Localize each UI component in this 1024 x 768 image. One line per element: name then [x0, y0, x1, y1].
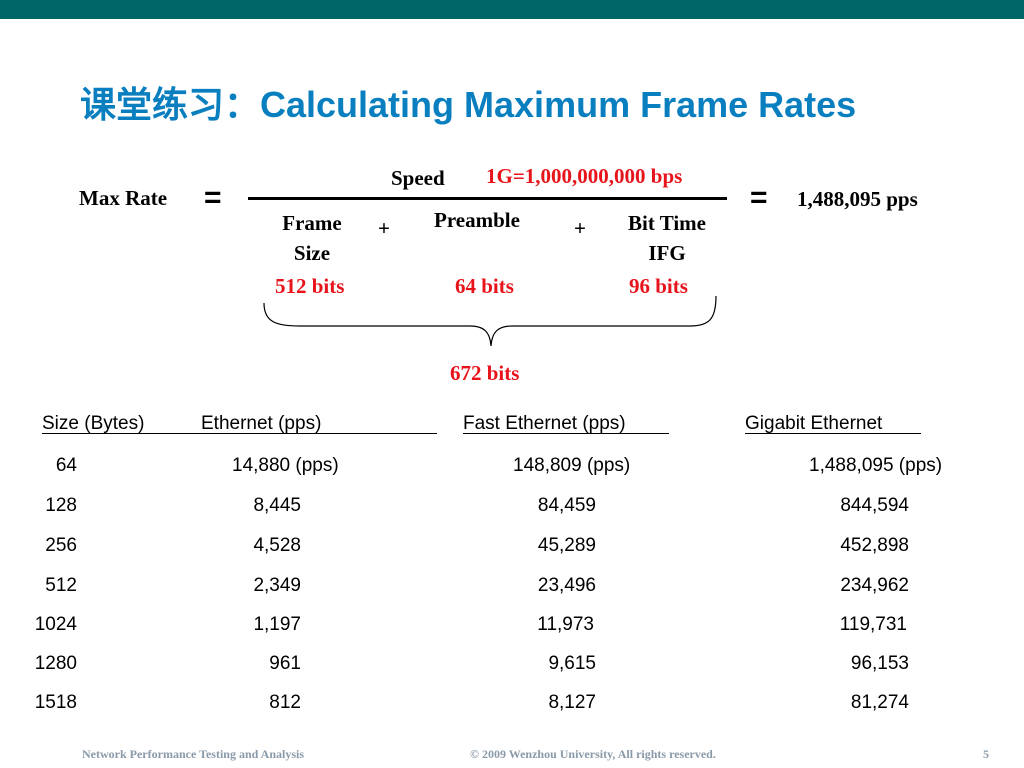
- table-cell-fast-ethernet: 11,973: [537, 614, 594, 635]
- table-cell-gigabit: 81,274: [850, 692, 909, 713]
- table-cell-ethernet: 8,445: [253, 495, 301, 516]
- frame-size-bits: 512 bits: [275, 274, 345, 298]
- table-cell-gigabit: 844,594: [840, 495, 909, 516]
- header-underline-gigabit: [745, 433, 921, 434]
- table-cell-fast-ethernet: 84,459: [537, 495, 596, 516]
- table-cell-ethernet: 961: [269, 653, 301, 674]
- table-cell-ethernet: 812: [269, 692, 301, 713]
- header-gigabit-ethernet: Gigabit Ethernet: [745, 413, 883, 434]
- table-cell-gigabit: 119,731: [839, 614, 907, 635]
- curly-brace: [263, 295, 717, 347]
- table-cell-size: 128: [45, 495, 77, 516]
- total-bits: 672 bits: [450, 361, 520, 385]
- table-cell-size: 256: [45, 535, 77, 556]
- table-cell-ethernet: 2,349: [253, 575, 301, 596]
- table-cell-size: 64: [55, 455, 77, 476]
- slide-title: 课堂练习：Calculating Maximum Frame Rates: [80, 84, 857, 125]
- preamble-bits: 64 bits: [455, 274, 514, 298]
- ifg-bits: 96 bits: [629, 274, 688, 298]
- frame-size-label: Frame Size: [282, 211, 342, 265]
- table-cell-size: 512: [45, 575, 77, 596]
- table-cell-ethernet: 1,197: [253, 614, 301, 635]
- footer-copyright: © 2009 Wenzhou University, All rights re…: [470, 747, 716, 761]
- table-cell-fast-ethernet: 23,496: [537, 575, 596, 596]
- header-underline-fast: [463, 433, 669, 434]
- max-rate-label: Max Rate: [79, 186, 168, 210]
- header-underline-left: [42, 433, 437, 434]
- table-cell-size: 1280: [34, 653, 77, 674]
- fraction-line: [248, 197, 727, 200]
- equals-sign-right: =: [750, 181, 768, 214]
- table-cell-ethernet: 4,528: [253, 535, 301, 556]
- result-value: 1,488,095 pps: [797, 187, 918, 211]
- table-cell-size: 1518: [34, 692, 77, 713]
- footer-course-name: Network Performance Testing and Analysis: [82, 747, 304, 761]
- table-cell-fast-ethernet: 9,615: [548, 653, 596, 674]
- table-cell-ethernet: 14,880 (pps): [232, 455, 339, 476]
- table-cell-size: 1024: [34, 614, 77, 635]
- table-cell-fast-ethernet: 8,127: [548, 692, 596, 713]
- footer-page-number: 5: [983, 747, 989, 761]
- table-cell-gigabit: 96,153: [850, 653, 909, 674]
- speed-note: 1G=1,000,000,000 bps: [486, 164, 683, 188]
- top-banner: [0, 0, 1024, 19]
- preamble-label: Preamble: [434, 208, 520, 232]
- table-cell-fast-ethernet: 148,809 (pps): [513, 455, 631, 476]
- table-cell-fast-ethernet: 45,289: [537, 535, 596, 556]
- header-size-bytes: Size (Bytes): [42, 413, 145, 434]
- header-fast-ethernet: Fast Ethernet (pps): [463, 413, 626, 434]
- header-ethernet: Ethernet (pps): [201, 413, 322, 434]
- table-cell-gigabit: 452,898: [840, 535, 909, 556]
- plus-sign-2: +: [574, 216, 586, 240]
- table-cell-gigabit: 234,962: [840, 575, 909, 596]
- table-cell-gigabit: 1,488,095 (pps): [809, 455, 943, 476]
- speed-label: Speed: [391, 166, 445, 190]
- plus-sign-1: +: [378, 216, 390, 240]
- bit-time-ifg-label: Bit Time IFG: [628, 211, 706, 265]
- equals-sign-left: =: [204, 181, 222, 214]
